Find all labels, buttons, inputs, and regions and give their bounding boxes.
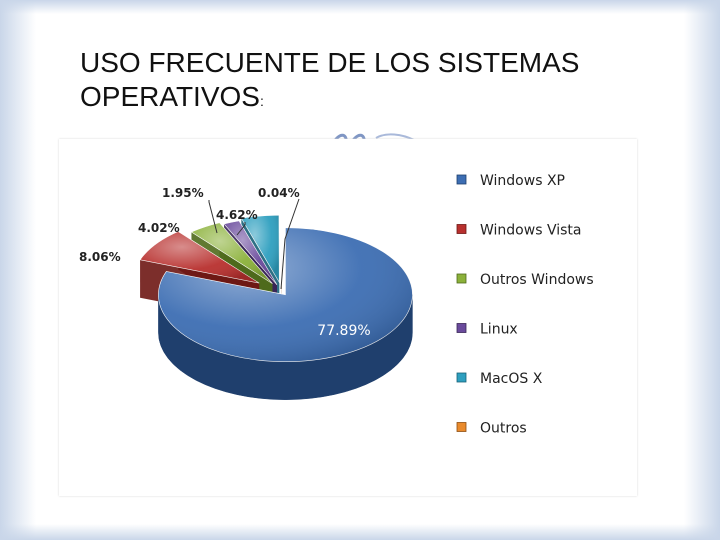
legend-item-macos-x: MacOS X [456, 371, 543, 387]
pie-slice-linux [223, 220, 278, 286]
slide-frame-top [0, 0, 720, 14]
data-label-linux: 1.95% [162, 186, 204, 200]
legend-swatch-macos-x [456, 372, 467, 383]
legend-item-windows-xp: Windows XP [456, 173, 565, 189]
legend-label-windows-xp: Windows XP [480, 173, 565, 189]
legend-swatch-outros-windows [456, 273, 467, 284]
chart-container: 77.89% 8.06% 4.02% 1.95% 4.62% 0.04% Windows … [59, 139, 637, 496]
legend-label-macos-x: MacOS X [480, 371, 543, 387]
legend-item-linux: Linux [456, 322, 518, 338]
legend-item-outros: Outros [456, 421, 527, 437]
legend-swatch-outros [456, 422, 467, 432]
legend-label-linux: Linux [480, 322, 518, 338]
legend-swatch-linux [456, 323, 467, 333]
slide-title-line-1: USO FRECUENTE DE LOS SISTEMAS [80, 47, 580, 78]
data-label-outros: 0.04% [258, 186, 300, 200]
pie-slice-outros-windows [190, 222, 273, 284]
data-label-outros-windows: 4.02% [138, 221, 180, 235]
legend-label-windows-vista: Windows Vista [480, 223, 581, 239]
leader-line-outros [280, 198, 300, 290]
pie-slice-macos-x [240, 214, 280, 284]
legend-label-outros: Outros [480, 421, 527, 437]
legend-item-outros-windows: Outros Windows [456, 272, 594, 288]
data-label-macos-x: 4.62% [216, 208, 258, 222]
slide-title: USO FRECUENTE DE LOS SISTEMAS OPERATIVOS… [80, 46, 680, 118]
legend-swatch-windows-vista [456, 224, 467, 234]
pie-chart: 77.89% 8.06% 4.02% 1.95% 4.62%0.04% Windows … [79, 173, 594, 437]
slide-title-line-2: OPERATIVOS [80, 81, 260, 112]
data-label-windows-vista: 8.06% [79, 250, 121, 264]
leader-line-linux [208, 200, 218, 234]
legend-label-outros-windows: Outros Windows [480, 272, 594, 288]
leader-line-macos-x [236, 222, 246, 236]
pie-slice-windows-vista [139, 231, 260, 284]
data-label-windows-xp: 77.89% [317, 323, 370, 339]
slide-frame-bottom [0, 524, 720, 540]
legend-swatch-windows-xp [456, 174, 467, 185]
slide-title-colon: : [259, 93, 264, 109]
pie-slice-windows-xp [158, 227, 413, 362]
legend-item-windows-vista: Windows Vista [456, 223, 581, 239]
